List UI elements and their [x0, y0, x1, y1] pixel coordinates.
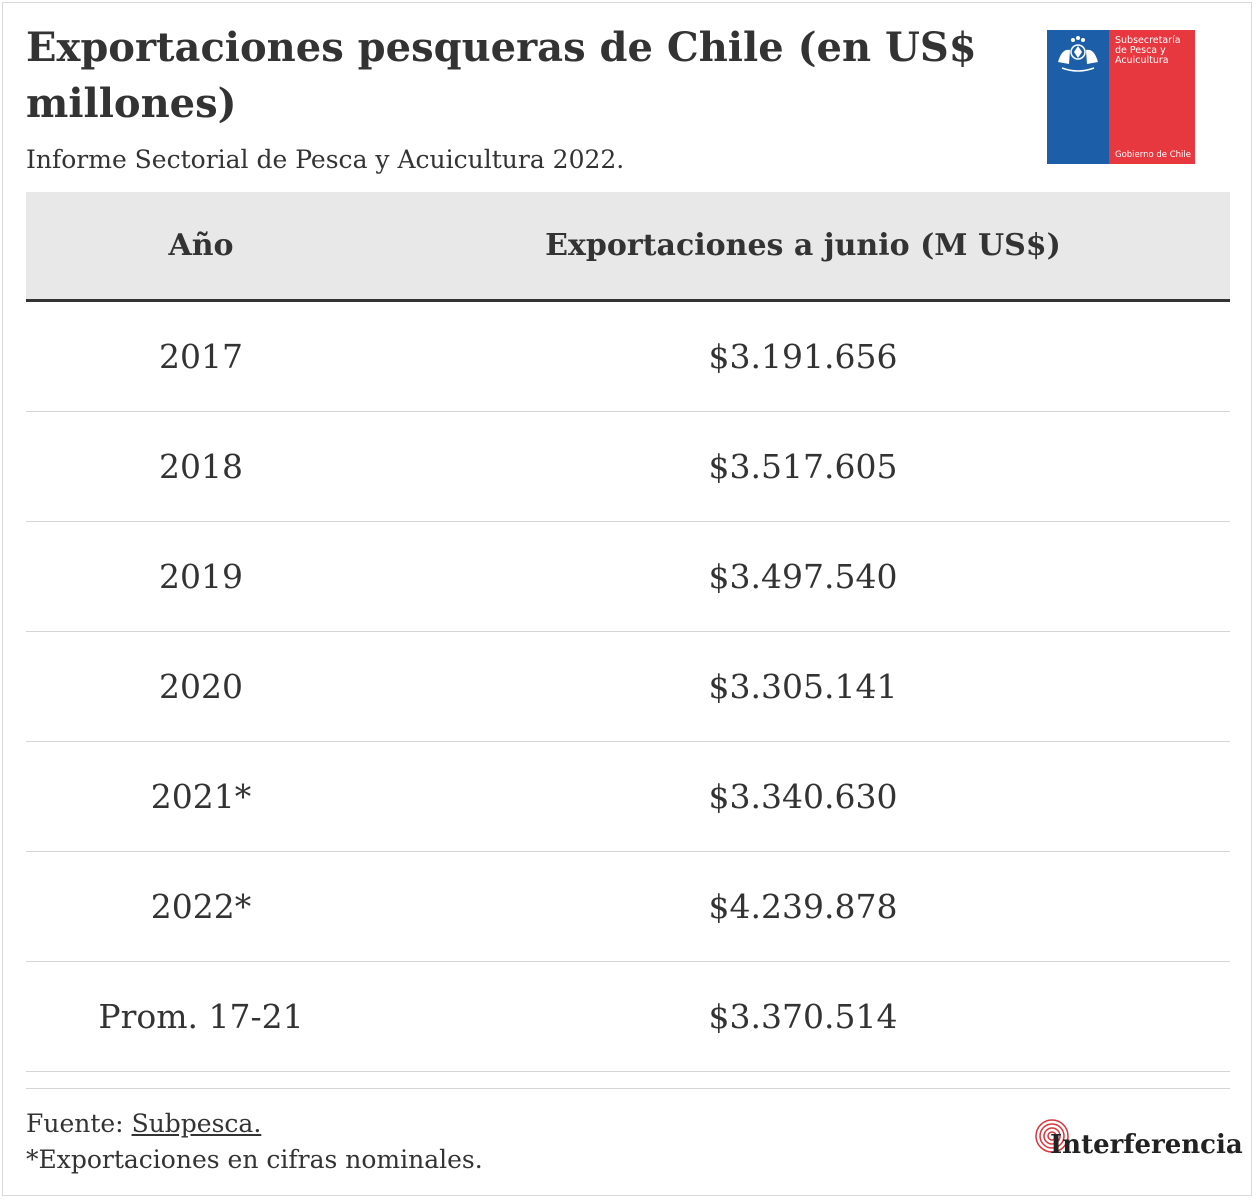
- year-cell: 2019: [159, 557, 243, 596]
- exports-cell: $3.305.141: [708, 667, 898, 706]
- logo-text-line2: de Pesca y: [1115, 45, 1166, 56]
- interferencia-logo: Interferencia: [1030, 1114, 1243, 1162]
- year-cell: 2017: [159, 337, 243, 376]
- year-cell: 2020: [159, 667, 243, 706]
- subpesca-logo: Subsecretaría de Pesca y Acuicultura Gob…: [1047, 30, 1195, 164]
- logo-red-panel: Subsecretaría de Pesca y Acuicultura Gob…: [1109, 30, 1195, 164]
- source-link[interactable]: Subpesca.: [131, 1109, 262, 1138]
- table-row: 2020 $3.305.141: [26, 632, 1230, 742]
- table-row: 2018 $3.517.605: [26, 412, 1230, 522]
- exports-cell: $4.239.878: [708, 887, 898, 926]
- table-row: 2019 $3.497.540: [26, 522, 1230, 632]
- exports-cell: $3.370.514: [708, 997, 898, 1036]
- chart-subtitle: Informe Sectorial de Pesca y Acuicultura…: [26, 145, 625, 174]
- footnote: *Exportaciones en cifras nominales.: [26, 1145, 483, 1174]
- table-header: Año Exportaciones a junio (M US$): [26, 192, 1230, 302]
- exports-cell: $3.191.656: [708, 337, 898, 376]
- table-row: 2017 $3.191.656: [26, 302, 1230, 412]
- exports-cell: $3.497.540: [708, 557, 898, 596]
- year-cell: Prom. 17-21: [98, 997, 304, 1036]
- source-line: Fuente: Subpesca.: [26, 1106, 261, 1142]
- exports-cell: $3.517.605: [708, 447, 898, 486]
- year-cell: 2018: [159, 447, 243, 486]
- logo-text-line1: Subsecretaría: [1115, 35, 1181, 46]
- signal-rings-icon: [1035, 1119, 1069, 1153]
- table-row: 2022* $4.239.878: [26, 852, 1230, 962]
- coat-of-arms-icon: [1058, 36, 1098, 72]
- year-cell: 2021*: [150, 777, 252, 816]
- source-prefix: Fuente:: [26, 1109, 132, 1138]
- exports-cell: $3.340.630: [708, 777, 898, 816]
- logo-blue-panel: [1047, 30, 1109, 164]
- table-row: 2021* $3.340.630: [26, 742, 1230, 852]
- logo-text-gobierno: Gobierno de Chile: [1115, 150, 1192, 160]
- table-row-average: Prom. 17-21 $3.370.514: [26, 962, 1230, 1072]
- table-bottom-rule: [26, 1088, 1230, 1089]
- year-cell: 2022*: [150, 887, 252, 926]
- chart-title: Exportaciones pesqueras de Chile (en US$…: [26, 24, 977, 127]
- column-header-exports: Exportaciones a junio (M US$): [545, 228, 1061, 263]
- brand-name: Interferencia: [1050, 1130, 1243, 1160]
- column-header-year: Año: [168, 228, 234, 263]
- logo-text-line3: Acuicultura: [1115, 55, 1169, 66]
